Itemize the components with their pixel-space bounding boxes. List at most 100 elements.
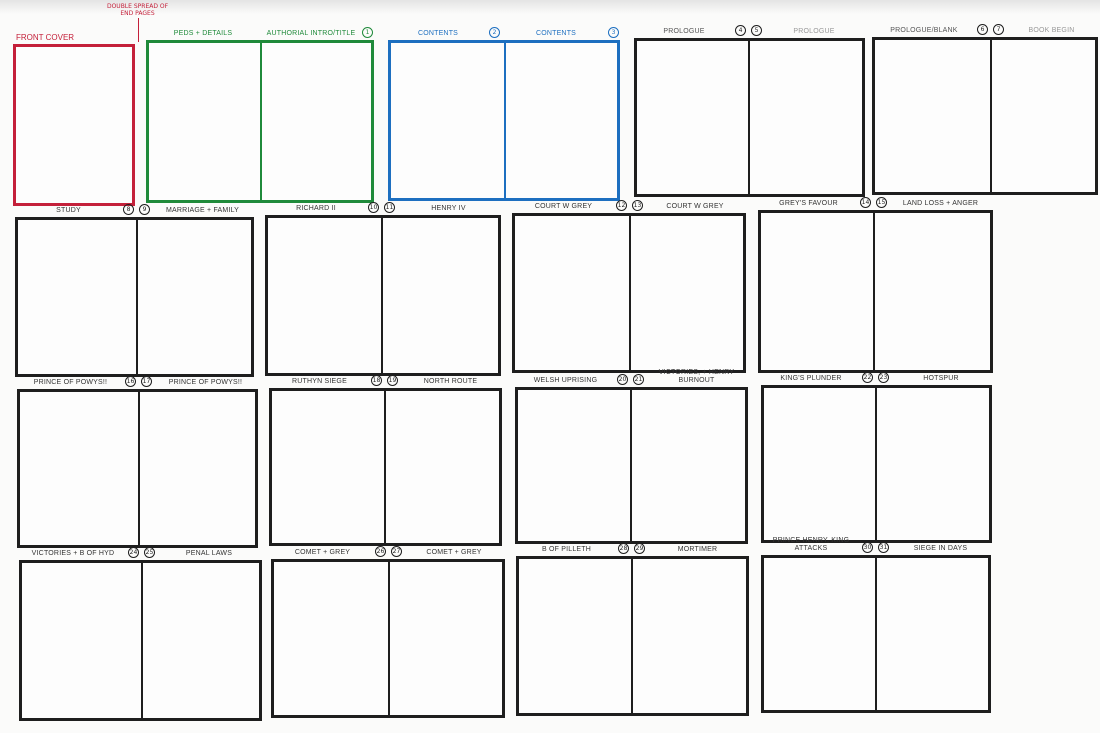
spine-divider <box>384 391 386 543</box>
right-page-number: 23 <box>878 372 889 383</box>
right-page-number: 11 <box>384 202 395 213</box>
left-page-number: 8 <box>123 204 134 215</box>
right-page-label: Land Loss + Anger <box>902 200 979 207</box>
spread[interactable] <box>512 213 746 373</box>
left-page-number: 22 <box>862 372 873 383</box>
right-page-number: 1 <box>362 27 373 38</box>
scan-shadow <box>0 0 1100 14</box>
right-page-label: Comet + Grey <box>426 549 482 556</box>
right-page-label: Book begin <box>1028 27 1075 34</box>
left-page-number: 12 <box>616 200 627 211</box>
spread[interactable] <box>19 560 262 721</box>
left-page-label: Prince Henry, King Attacks <box>772 537 850 552</box>
left-page-label: Study <box>56 207 81 214</box>
spine-divider <box>141 563 143 718</box>
spine-divider <box>748 41 750 194</box>
spine-divider <box>388 562 390 715</box>
left-page-number: 6 <box>977 24 988 35</box>
spine-divider <box>136 220 138 374</box>
left-page-label: Prologue/Blank <box>890 27 958 34</box>
left-page-number: 14 <box>860 197 871 208</box>
left-page-label: Welsh Uprising <box>533 377 598 384</box>
right-page-label: Mortimer <box>677 546 718 553</box>
right-page-label: Marriage + Family <box>165 207 240 214</box>
spread[interactable] <box>271 559 505 718</box>
left-page-number: 18 <box>371 375 382 386</box>
right-page-label: Siege in days <box>913 545 968 552</box>
left-page-label: Richard II <box>296 205 336 212</box>
right-page-label: Henry IV <box>431 205 466 212</box>
spine-divider <box>629 216 631 370</box>
spine-divider <box>990 40 992 192</box>
left-page-label: Court w Grey <box>534 203 593 210</box>
left-page-label: Contents <box>417 30 459 37</box>
left-page-number: 2 <box>489 27 500 38</box>
left-page-label: B of Pilleth <box>541 546 592 553</box>
spread[interactable] <box>758 210 993 373</box>
right-page-number: 9 <box>139 204 150 215</box>
left-page-label: Ruthyn Siege <box>292 378 347 385</box>
right-page-number: 15 <box>876 197 887 208</box>
right-page-label: Contents <box>535 30 577 37</box>
spread[interactable] <box>516 556 749 716</box>
spine-divider <box>381 218 383 373</box>
left-page-number: 24 <box>128 547 139 558</box>
spread[interactable] <box>265 215 501 376</box>
right-page-label: Hotspur <box>923 375 959 382</box>
front-cover-label: Front Cover <box>16 33 75 42</box>
left-page-number: 30 <box>862 542 873 553</box>
front-cover-page[interactable] <box>13 44 135 206</box>
spread[interactable] <box>515 387 748 544</box>
right-page-label: Penal Laws <box>185 550 233 557</box>
left-page-number: 10 <box>368 202 379 213</box>
left-page-label: Prologue <box>663 28 705 35</box>
left-page-label: Comet + Grey <box>294 549 351 556</box>
right-page-number: 17 <box>141 376 152 387</box>
spread[interactable] <box>634 38 865 197</box>
spine-divider <box>630 390 632 541</box>
left-page-label: King's Plunder <box>780 375 842 382</box>
spread[interactable] <box>15 217 254 377</box>
left-page-label: Grey's Favour <box>779 200 838 207</box>
right-page-label: Authorial Intro/Title <box>266 30 356 37</box>
spread[interactable] <box>872 37 1098 195</box>
spread[interactable] <box>761 555 991 713</box>
right-page-number: 25 <box>144 547 155 558</box>
left-page-number: 26 <box>375 546 386 557</box>
left-page-number: 16 <box>125 376 136 387</box>
left-page-label: Peds + Details <box>173 30 233 37</box>
right-page-number: 7 <box>993 24 1004 35</box>
spine-divider <box>504 43 506 198</box>
right-page-label: North Route <box>423 378 478 385</box>
right-page-number: 19 <box>387 375 398 386</box>
note-arrow <box>138 18 139 42</box>
spread[interactable] <box>146 40 374 203</box>
end-pages-note: Double spread of end pages <box>100 3 175 17</box>
right-page-label: Prologue <box>793 28 835 35</box>
right-page-number: 29 <box>634 543 645 554</box>
right-page-label: Prince of Powys!! <box>168 379 243 386</box>
right-page-label: Court w Grey <box>666 203 724 210</box>
spine-divider <box>138 392 140 545</box>
spine-divider <box>873 213 875 370</box>
spread[interactable] <box>17 389 258 548</box>
right-page-label: Victories, + Henry Burnout <box>658 369 735 384</box>
right-page-number: 5 <box>751 25 762 36</box>
spine-divider <box>875 388 877 540</box>
spread[interactable] <box>761 385 992 543</box>
right-page-number: 13 <box>632 200 643 211</box>
right-page-number: 27 <box>391 546 402 557</box>
note-line1: Double spread of <box>106 3 169 10</box>
left-page-label: Victories + B of Hyd <box>31 550 115 557</box>
spread[interactable] <box>269 388 502 546</box>
spread[interactable] <box>388 40 620 201</box>
left-page-number: 28 <box>618 543 629 554</box>
right-page-number: 21 <box>633 374 644 385</box>
left-page-label: Prince of Powys!! <box>33 379 108 386</box>
spine-divider <box>875 558 877 710</box>
note-line2: end pages <box>120 10 155 17</box>
left-page-number: 4 <box>735 25 746 36</box>
spine-divider <box>260 43 262 200</box>
right-page-number: 3 <box>608 27 619 38</box>
left-page-number: 20 <box>617 374 628 385</box>
